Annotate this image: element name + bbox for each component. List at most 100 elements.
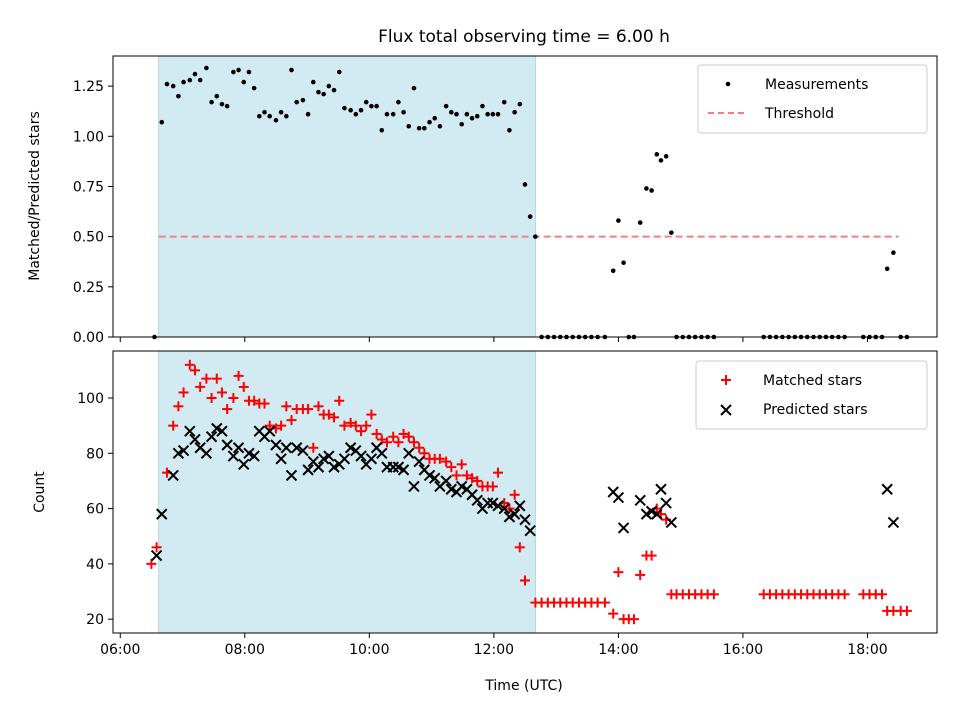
matched-star-point xyxy=(493,467,504,478)
matched-star-point xyxy=(146,558,157,569)
top-y-axis-label: Matched/Predicted stars xyxy=(27,111,43,281)
predicted-star-point xyxy=(323,450,335,462)
predicted-star-point xyxy=(651,508,663,520)
measurement-point xyxy=(236,67,241,73)
measurement-point xyxy=(310,79,316,85)
matched-star-point xyxy=(381,437,392,448)
predicted-star-point xyxy=(492,500,504,512)
measurement-point xyxy=(316,89,321,95)
matched-star-point xyxy=(376,434,387,445)
matched-star-point xyxy=(393,437,404,448)
legend-predicted-marker xyxy=(720,404,732,416)
predicted-star-point xyxy=(665,516,678,529)
matched-star-point xyxy=(329,412,340,423)
measurement-point xyxy=(396,99,401,105)
matched-star-point xyxy=(222,404,233,415)
bot-y-tick-label: 20 xyxy=(86,612,104,628)
measurement-point xyxy=(170,83,176,89)
measurement-point xyxy=(300,97,306,103)
measurement-point xyxy=(495,111,501,117)
x-tick-label: 12:00 xyxy=(474,642,514,658)
predicted-star-point xyxy=(387,461,399,473)
predicted-star-point xyxy=(612,491,625,504)
matched-star-point xyxy=(216,387,227,398)
measurement-point xyxy=(621,260,626,266)
matched-star-point xyxy=(151,542,162,553)
measurement-point xyxy=(358,107,364,113)
predicted-star-point xyxy=(498,502,510,515)
bottom-legend-frame xyxy=(695,360,928,430)
predicted-star-point xyxy=(471,494,483,507)
measurement-point xyxy=(459,121,464,127)
legend-measurements-label: Measurements xyxy=(765,77,868,93)
top-shaded-region xyxy=(158,55,536,338)
predicted-star-point xyxy=(481,497,494,509)
predicted-star-point xyxy=(280,442,293,454)
measurement-point xyxy=(449,109,454,115)
predicted-star-point xyxy=(248,450,260,462)
matched-star-point xyxy=(308,442,319,453)
measurement-point xyxy=(331,87,337,93)
matched-star-point xyxy=(184,359,195,370)
measurement-point xyxy=(267,113,273,119)
matched-star-point xyxy=(345,417,356,428)
measurement-point xyxy=(649,188,654,193)
predicted-star-point xyxy=(200,447,213,460)
measurement-point xyxy=(533,234,538,239)
measurement-point xyxy=(209,99,214,105)
measurement-point xyxy=(187,77,193,83)
measurement-point xyxy=(610,268,616,274)
predicted-star-point xyxy=(232,442,245,454)
measurement-point xyxy=(669,230,674,235)
measurement-point xyxy=(231,69,236,75)
top-y-tick-label: 0.00 xyxy=(73,330,104,346)
matched-star-point xyxy=(371,428,382,439)
measurement-point xyxy=(480,103,485,109)
measurement-point xyxy=(517,101,523,107)
predicted-star-point xyxy=(338,453,351,465)
matched-star-point xyxy=(178,387,189,398)
matched-star-point xyxy=(414,442,425,453)
measurement-point xyxy=(501,99,507,105)
matched-star-point xyxy=(356,426,367,437)
predicted-star-point xyxy=(524,524,536,537)
measurement-point xyxy=(454,111,459,117)
matched-star-point xyxy=(628,614,639,625)
matched-star-point xyxy=(509,489,520,500)
measurement-point xyxy=(192,71,198,77)
measurement-point xyxy=(284,113,289,119)
predicted-star-point xyxy=(617,522,630,534)
bot-y-tick-label: 60 xyxy=(86,502,104,518)
matched-star-point xyxy=(195,381,206,392)
measurement-point xyxy=(181,79,186,85)
predicted-star-point xyxy=(189,433,201,446)
measurement-point xyxy=(262,109,267,115)
measurement-point xyxy=(369,103,374,109)
measurement-point xyxy=(422,125,427,131)
top-plot-frame xyxy=(112,55,938,338)
x-tick-label: 08:00 xyxy=(225,642,265,658)
matched-star-point xyxy=(901,605,912,616)
measurement-point xyxy=(432,115,438,121)
measurement-point xyxy=(321,91,326,97)
top-legend-frame xyxy=(697,64,928,134)
predicted-star-point xyxy=(270,439,282,451)
matched-star-point xyxy=(646,550,657,561)
measurement-point xyxy=(336,69,342,75)
measurement-point xyxy=(305,111,311,117)
predicted-star-point xyxy=(881,483,893,495)
predicted-star-point xyxy=(150,549,163,562)
matched-star-point xyxy=(514,542,525,553)
measurement-point xyxy=(326,83,332,89)
predicted-star-point xyxy=(221,439,233,451)
predicted-star-point xyxy=(408,480,420,493)
measurement-point xyxy=(159,119,165,125)
matched-star-point xyxy=(467,473,478,484)
bottom-plot-frame xyxy=(112,350,938,634)
bot-y-tick-label: 80 xyxy=(86,446,104,462)
measurement-point xyxy=(246,69,252,75)
legend-matched-marker xyxy=(721,375,731,385)
predicted-star-point xyxy=(413,455,425,468)
matched-star-point xyxy=(446,462,457,473)
matched-star-point xyxy=(608,608,619,619)
